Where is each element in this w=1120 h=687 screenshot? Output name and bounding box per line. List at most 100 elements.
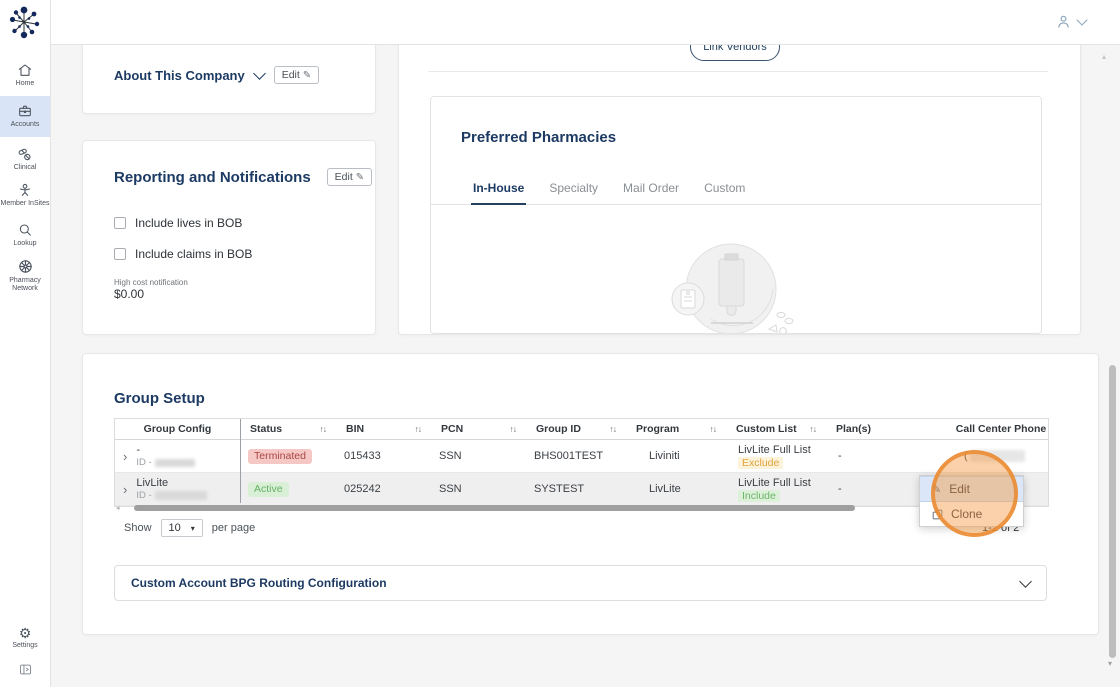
pencil-icon: ✎ bbox=[302, 69, 312, 81]
user-menu[interactable] bbox=[1055, 13, 1088, 30]
sidebar-item-member-insites[interactable]: Member InSites bbox=[0, 178, 50, 212]
sidebar-nav: Home Accounts Clinical Member InSites Lo… bbox=[0, 0, 51, 687]
group-config-cell: › LivLite ID - bbox=[115, 477, 240, 501]
sort-icon[interactable]: ↑↓ bbox=[319, 424, 327, 434]
col-program: Program ↑↓ bbox=[636, 423, 717, 435]
tab-specialty[interactable]: Specialty bbox=[549, 181, 599, 195]
sidebar-item-clinical[interactable]: Clinical bbox=[0, 142, 50, 176]
pcn-cell: SSN bbox=[439, 483, 462, 495]
edit-label: Edit bbox=[334, 171, 353, 183]
sort-icon[interactable]: ↑↓ bbox=[509, 424, 517, 434]
expand-row-icon[interactable]: › bbox=[123, 481, 128, 497]
sidebar-collapse-button[interactable] bbox=[0, 658, 50, 681]
tab-custom[interactable]: Custom bbox=[704, 181, 746, 195]
group-name: - bbox=[136, 443, 141, 456]
table-header-row: Group Config Status ↑↓ BIN ↑↓ PCN ↑↓ Group … bbox=[115, 419, 1048, 440]
program-cell: Liviniti bbox=[649, 450, 680, 462]
sidebar-item-lookup[interactable]: Lookup bbox=[0, 218, 50, 252]
search-icon bbox=[19, 224, 31, 236]
preferred-pharmacies-panel: Preferred Pharmacies In-House Specialty … bbox=[430, 96, 1042, 334]
sort-icon[interactable]: ↑↓ bbox=[609, 424, 617, 434]
horizontal-scrollbar-thumb[interactable] bbox=[134, 505, 855, 511]
table-row[interactable]: › - ID - Terminated 015433 SSN BHS001TES… bbox=[115, 440, 1048, 473]
include-lives-row: Include lives in BOB bbox=[114, 216, 242, 230]
sidebar-item-label: Settings bbox=[12, 642, 38, 649]
sidebar-item-label: Pharmacy Network bbox=[9, 277, 41, 293]
checkbox-label: Include claims in BOB bbox=[135, 247, 253, 261]
high-cost-label: High cost notification bbox=[114, 278, 188, 287]
sidebar-item-accounts[interactable]: Accounts bbox=[0, 96, 50, 138]
member-person-icon bbox=[19, 183, 31, 196]
briefcase-icon bbox=[19, 105, 31, 117]
custom-list-name: LivLite Full List bbox=[738, 443, 811, 456]
redacted-id bbox=[154, 491, 207, 501]
about-edit-button[interactable]: Edit ✎ bbox=[273, 66, 320, 84]
sidebar-item-label: Clinical bbox=[13, 164, 37, 171]
table-pagination: Show 10 ▾ per page bbox=[124, 519, 255, 537]
sidebar-item-pharmacy-network[interactable]: Pharmacy Network bbox=[0, 254, 50, 297]
home-icon bbox=[18, 64, 32, 76]
menu-item-clone[interactable]: Clone bbox=[920, 502, 1023, 526]
scroll-down-arrow-icon[interactable]: ▾ bbox=[1108, 659, 1113, 668]
sidebar-item-label: Home bbox=[15, 80, 35, 87]
sidebar-item-settings[interactable]: ⚙ Settings bbox=[0, 622, 50, 654]
bin-cell: 025242 bbox=[344, 483, 381, 495]
status-badge: Terminated bbox=[248, 448, 312, 464]
sort-icon[interactable]: ↑↓ bbox=[414, 424, 422, 434]
reporting-header: Reporting and Notifications Edit ✎ bbox=[114, 168, 373, 186]
tab-mail-order[interactable]: Mail Order bbox=[623, 181, 680, 195]
sidebar-item-label: Accounts bbox=[10, 121, 40, 128]
redacted-phone bbox=[969, 450, 1025, 462]
include-claims-row: Include claims in BOB bbox=[114, 247, 252, 261]
include-badge: Include bbox=[738, 489, 780, 502]
expand-row-icon[interactable]: › bbox=[123, 448, 128, 464]
col-status: Status ↑↓ bbox=[250, 423, 327, 435]
group-id-sub: ID - bbox=[136, 490, 207, 501]
sidebar-item-label: Lookup bbox=[13, 240, 37, 247]
page-size-value: 10 bbox=[168, 522, 181, 534]
gear-icon: ⚙ bbox=[18, 625, 32, 641]
collapse-panel-icon bbox=[19, 664, 31, 675]
scroll-up-arrow-icon[interactable]: ▴ bbox=[1102, 52, 1107, 61]
preferred-pharmacies-title: Preferred Pharmacies bbox=[461, 129, 617, 146]
edit-pencil-icon: ✎ bbox=[932, 483, 942, 496]
sidebar-item-home[interactable]: Home bbox=[0, 58, 50, 92]
group-id-cell: BHS001TEST bbox=[534, 450, 604, 462]
col-pcn: PCN ↑↓ bbox=[441, 423, 517, 435]
group-id-sub: ID - bbox=[136, 457, 195, 468]
chevron-down-icon bbox=[1076, 14, 1088, 26]
divider bbox=[428, 71, 1048, 72]
menu-item-edit[interactable]: ✎ Edit bbox=[920, 476, 1023, 502]
menu-item-label: Edit bbox=[949, 482, 970, 496]
high-cost-value: $0.00 bbox=[114, 287, 145, 301]
col-custom-list: Custom List ↑↓ bbox=[736, 423, 817, 435]
table-row[interactable]: › LivLite ID - Active 025242 SSN SYSTEST… bbox=[115, 473, 1048, 506]
include-claims-checkbox[interactable] bbox=[114, 248, 126, 260]
tab-in-house[interactable]: In-House bbox=[471, 175, 527, 205]
call-center-phone-cell: ( bbox=[916, 450, 1048, 462]
scroll-left-arrow-icon[interactable]: ◂ bbox=[116, 505, 120, 512]
redacted-id bbox=[154, 458, 195, 467]
clone-icon bbox=[932, 509, 943, 519]
user-icon bbox=[1058, 15, 1069, 28]
sort-icon[interactable]: ↑↓ bbox=[809, 424, 817, 434]
top-header-bar bbox=[50, 0, 1120, 45]
plans-cell: - bbox=[838, 483, 842, 495]
sort-icon[interactable]: ↑↓ bbox=[709, 424, 717, 434]
about-company-header: About This Company Edit ✎ bbox=[114, 66, 320, 84]
reporting-edit-button[interactable]: Edit ✎ bbox=[326, 168, 373, 186]
include-lives-checkbox[interactable] bbox=[114, 217, 126, 229]
chevron-down-icon[interactable] bbox=[252, 66, 266, 80]
bpg-routing-accordion[interactable]: Custom Account BPG Routing Configuration bbox=[114, 565, 1047, 601]
pencil-icon: ✎ bbox=[355, 171, 365, 183]
about-company-title: About This Company bbox=[114, 67, 245, 83]
app-logo-icon[interactable] bbox=[9, 5, 41, 39]
pharmacy-tabs: In-House Specialty Mail Order Custom bbox=[431, 175, 1041, 205]
col-plans: Plan(s) bbox=[836, 423, 872, 435]
menu-item-label: Clone bbox=[951, 507, 983, 521]
vertical-scrollbar-thumb[interactable] bbox=[1109, 365, 1116, 658]
page-size-select[interactable]: 10 ▾ bbox=[160, 519, 203, 537]
network-globe-icon bbox=[18, 260, 32, 273]
checkbox-label: Include lives in BOB bbox=[135, 216, 243, 230]
